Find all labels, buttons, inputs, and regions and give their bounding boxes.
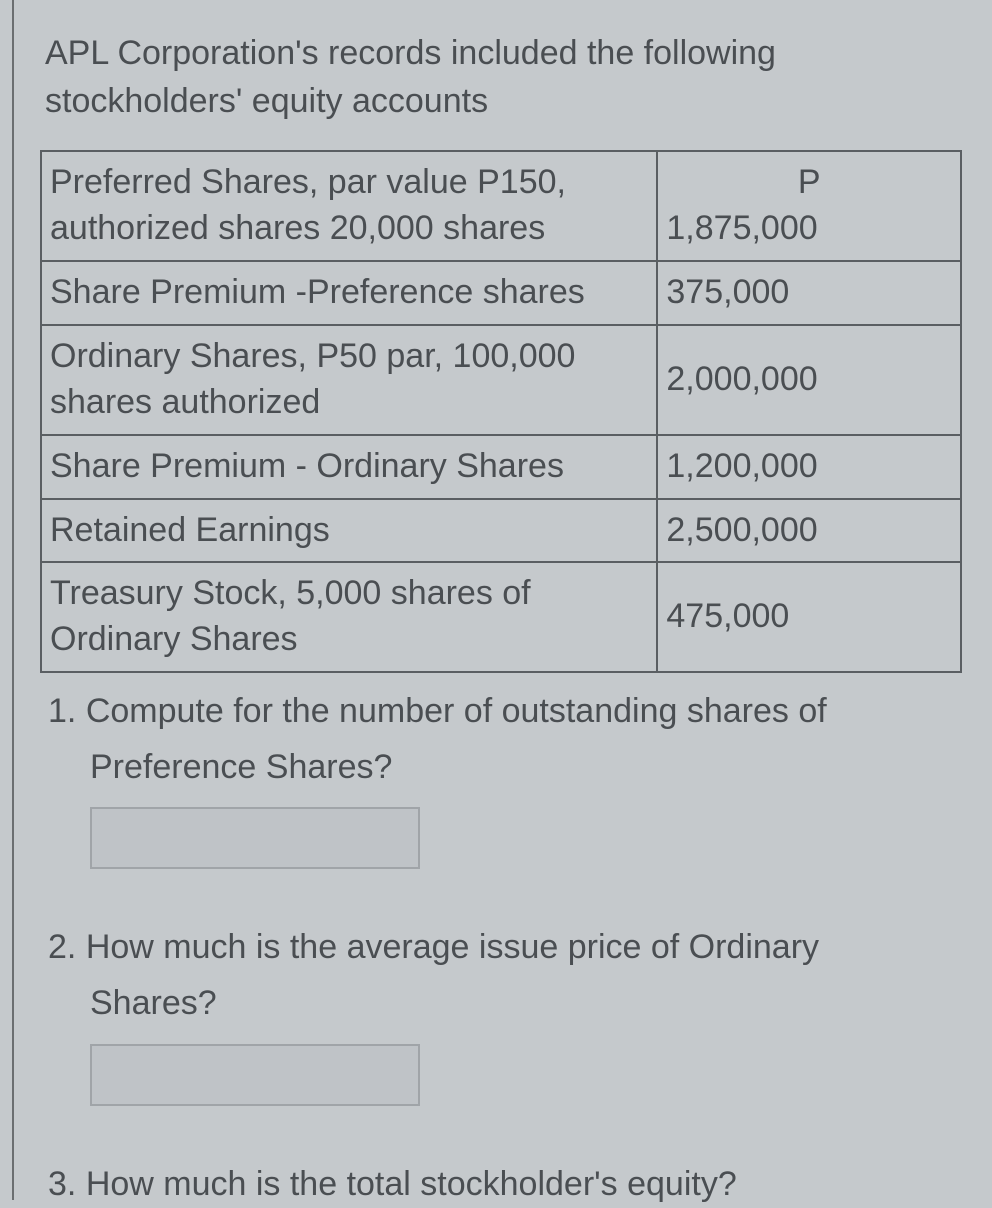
row-label: Share Premium -Preference shares <box>41 261 657 325</box>
question-block-2: 2. How much is the average issue price o… <box>48 924 962 1150</box>
question-number: 1. <box>48 692 76 730</box>
question-number: 2. <box>48 928 76 966</box>
row-label: Share Premium - Ordinary Shares <box>41 435 657 499</box>
answer-input-2[interactable] <box>90 1044 420 1106</box>
row-value: 475,000 <box>657 562 961 672</box>
table-row: Share Premium -Preference shares 375,000 <box>41 261 961 325</box>
question-text-line1: How much is the total stockholder's equi… <box>86 1165 737 1203</box>
question-2: 2. How much is the average issue price o… <box>48 924 962 972</box>
row-label: Ordinary Shares, P50 par, 100,000 shares… <box>41 325 657 435</box>
table-row: Ordinary Shares, P50 par, 100,000 shares… <box>41 325 961 435</box>
row-value: 2,000,000 <box>657 325 961 435</box>
row-value: P 1,875,000 <box>657 151 961 261</box>
question-1-line2: Preference Shares? <box>48 744 962 792</box>
question-2-line2: Shares? <box>48 980 962 1028</box>
question-block-1: 1. Compute for the number of outstanding… <box>48 688 962 914</box>
row-value: 1,200,000 <box>657 435 961 499</box>
row-label: Treasury Stock, 5,000 shares of Ordinary… <box>41 562 657 672</box>
questions-section: 1. Compute for the number of outstanding… <box>40 688 962 1208</box>
table-row: Preferred Shares, par value P150, author… <box>41 151 961 261</box>
question-number: 3. <box>48 1165 76 1203</box>
row-value: 375,000 <box>657 261 961 325</box>
question-text-line1: How much is the average issue price of O… <box>86 928 819 966</box>
table-row: Treasury Stock, 5,000 shares of Ordinary… <box>41 562 961 672</box>
row-label: Retained Earnings <box>41 499 657 563</box>
row-value: 2,500,000 <box>657 499 961 563</box>
table-row: Share Premium - Ordinary Shares 1,200,00… <box>41 435 961 499</box>
intro-text: APL Corporation's records included the f… <box>40 30 962 125</box>
answer-input-1[interactable] <box>90 807 420 869</box>
question-3: 3. How much is the total stockholder's e… <box>48 1161 962 1208</box>
question-1: 1. Compute for the number of outstanding… <box>48 688 962 736</box>
equity-accounts-table: Preferred Shares, par value P150, author… <box>40 150 962 673</box>
question-block-3: 3. How much is the total stockholder's e… <box>48 1161 962 1208</box>
question-text-line1: Compute for the number of outstanding sh… <box>86 692 827 730</box>
amount: 1,875,000 <box>666 206 952 252</box>
row-label: Preferred Shares, par value P150, author… <box>41 151 657 261</box>
table-row: Retained Earnings 2,500,000 <box>41 499 961 563</box>
currency-symbol: P <box>666 160 952 206</box>
